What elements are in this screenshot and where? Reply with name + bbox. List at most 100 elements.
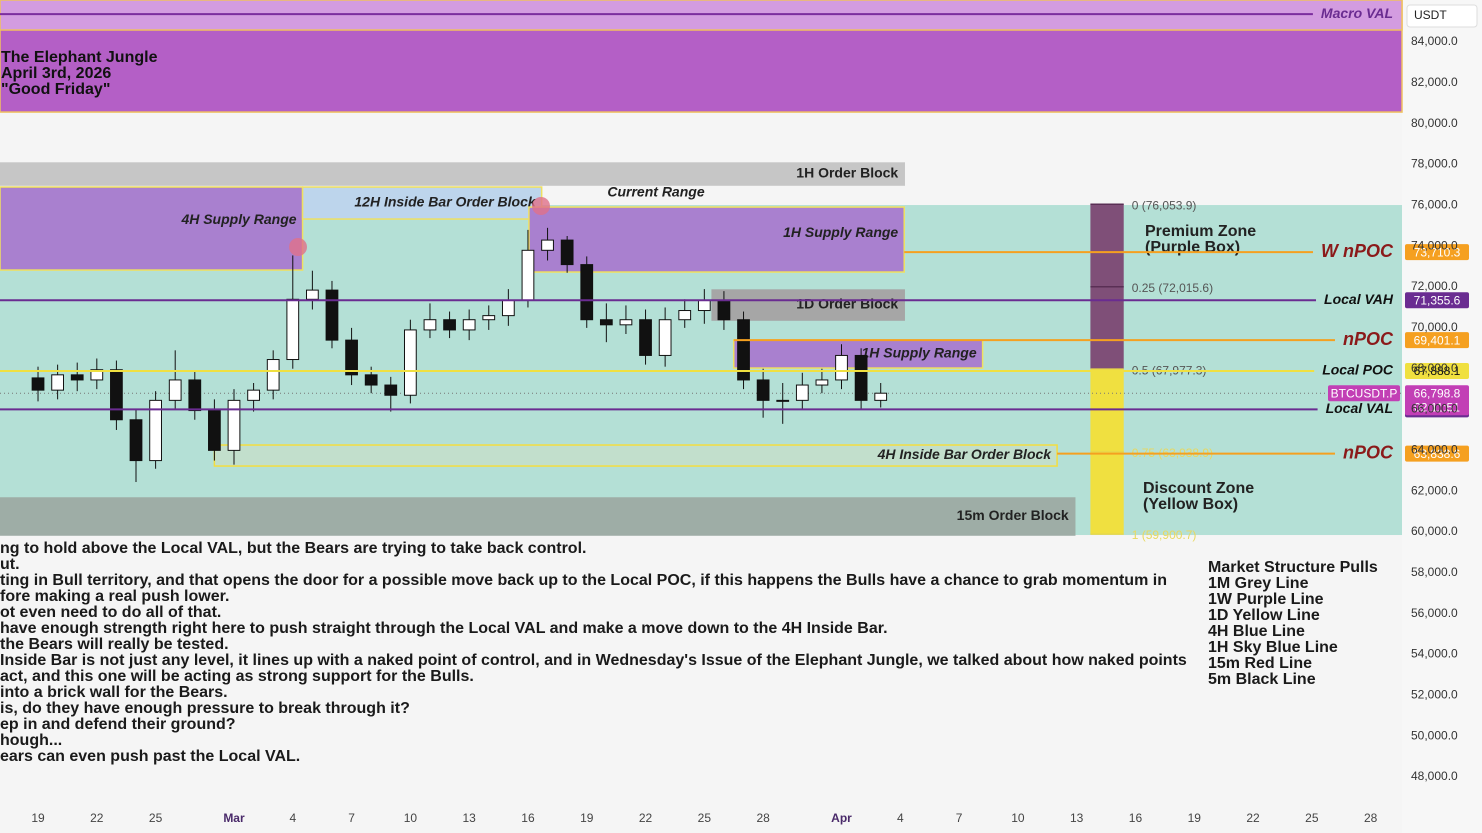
- candle-body: [443, 319, 456, 331]
- zone: [0, 162, 905, 186]
- note-line: Inside Bar is not just any level, it lin…: [0, 652, 1187, 669]
- level-name: Local VAL: [1326, 400, 1393, 416]
- zone-label: 12H Inside Bar Order Block: [354, 194, 537, 210]
- price-label-bg: [1405, 445, 1469, 462]
- x-tick-label: 28: [756, 811, 770, 825]
- zone-label: 4H Supply Range: [180, 211, 296, 227]
- title-line: "Good Friday": [1, 81, 110, 98]
- y-tick-label: 60,000.0: [1411, 524, 1458, 538]
- premium-label: Premium Zone: [1145, 223, 1256, 240]
- candle-body: [403, 329, 417, 396]
- legend-item: 4H Blue Line: [1208, 623, 1305, 640]
- zone-label: 1H Supply Range: [783, 224, 898, 240]
- note-line: have enough strength right here to push …: [0, 620, 888, 637]
- y-tick-label: 72,000.0: [1411, 279, 1458, 293]
- candle-body: [168, 379, 182, 401]
- y-tick-label: 66,000.0: [1411, 402, 1458, 416]
- price-label: 67,888.1: [1414, 364, 1461, 378]
- currency: USDT: [1414, 8, 1447, 22]
- zone: [528, 206, 905, 273]
- candle-body: [776, 399, 790, 402]
- x-tick-label: 4: [897, 811, 904, 825]
- y-tick-label: 76,000.0: [1411, 198, 1458, 212]
- candle-body: [815, 379, 829, 386]
- discount-label: Discount Zone: [1143, 480, 1254, 497]
- premium-label: (Purple Box): [1145, 239, 1240, 256]
- legend-item: 1D Yellow Line: [1208, 607, 1320, 624]
- candle-body: [580, 264, 594, 321]
- candle-body: [756, 379, 770, 401]
- level-name: W nPOC: [1321, 241, 1394, 261]
- candle-body: [795, 384, 809, 401]
- x-tick-label: 4: [289, 811, 296, 825]
- candle-body: [874, 392, 888, 401]
- candle-body: [90, 369, 104, 381]
- note-line: ot even need to do all of that.: [0, 604, 221, 621]
- candle-body: [619, 319, 633, 326]
- y-tick-label: 56,000.0: [1411, 606, 1458, 620]
- last-price-tag: [1328, 385, 1400, 402]
- candle-body: [560, 239, 574, 266]
- candle-body: [639, 319, 652, 356]
- candle-body: [247, 389, 260, 401]
- candle-body: [31, 377, 45, 391]
- zone-label: 1H Supply Range: [861, 345, 976, 361]
- x-tick-label: 22: [639, 811, 653, 825]
- candle-body: [149, 399, 162, 462]
- legend-item: 5m Black Line: [1208, 671, 1316, 688]
- y-tick-label: 70,000.0: [1411, 320, 1458, 334]
- note-line: is, do they have enough pressure to brea…: [0, 700, 410, 717]
- note-line: ut.: [0, 556, 20, 573]
- y-tick-label: 54,000.0: [1411, 647, 1458, 661]
- note-line: into a brick wall for the Bears.: [0, 684, 228, 701]
- candle-body: [835, 354, 848, 381]
- candle-body: [521, 249, 535, 301]
- candle-body: [266, 359, 280, 391]
- y-tick-label: 48,000.0: [1411, 769, 1458, 783]
- candle-body: [70, 374, 84, 381]
- x-tick-label: 7: [348, 811, 355, 825]
- x-tick-label: 10: [1011, 811, 1025, 825]
- candle-body: [462, 319, 476, 331]
- price-label: 71,355.6: [1414, 293, 1461, 307]
- fib-label: 1 (59,900.7): [1132, 528, 1197, 542]
- x-tick-label: 16: [1129, 811, 1143, 825]
- candle-body: [227, 399, 241, 451]
- discount-label: (Yellow Box): [1143, 496, 1238, 513]
- range-label: Current Range: [607, 184, 704, 200]
- legend-item: 15m Red Line: [1208, 655, 1312, 672]
- y-tick-label: 78,000.0: [1411, 157, 1458, 171]
- note-line: fore making a real push lower.: [0, 588, 229, 605]
- note-line: ep in and defend their ground?: [0, 716, 236, 733]
- candle-body: [678, 310, 692, 321]
- price-label-bg: [1405, 292, 1469, 309]
- x-tick-label: Apr: [831, 811, 852, 825]
- y-tick-label: 58,000.0: [1411, 565, 1458, 579]
- price-label: 63,838.6: [1414, 447, 1461, 461]
- price-label: 73,710.3: [1414, 245, 1461, 259]
- x-tick-label: Mar: [223, 811, 245, 825]
- marker: [532, 197, 550, 215]
- price-label-bg: [1405, 244, 1469, 261]
- zone-label: 15m Order Block: [957, 507, 1069, 523]
- zone: [711, 289, 905, 321]
- note-line: act, and this one will be acting as stro…: [0, 668, 474, 685]
- candle-body: [345, 339, 358, 376]
- y-tick-label: 82,000.0: [1411, 75, 1458, 89]
- currency-box: [1406, 4, 1478, 28]
- y-tick-label: 74,000.0: [1411, 238, 1458, 252]
- candle-body: [110, 369, 123, 421]
- price-label-bg: [1405, 362, 1469, 379]
- fib-label: 0.25 (72,015.6): [1132, 281, 1213, 295]
- zone-label: 4H Inside Bar Order Block: [877, 446, 1053, 462]
- candle-body: [306, 289, 319, 300]
- candle-body: [697, 299, 711, 312]
- x-tick-label: 22: [1246, 811, 1260, 825]
- price-label: 69,401.1: [1414, 333, 1461, 347]
- x-tick-label: 7: [956, 811, 963, 825]
- x-tick-label: 13: [462, 811, 476, 825]
- candle-body: [423, 319, 437, 331]
- y-tick-label: 50,000.0: [1411, 728, 1458, 742]
- legend-item: 1M Grey Line: [1208, 575, 1309, 592]
